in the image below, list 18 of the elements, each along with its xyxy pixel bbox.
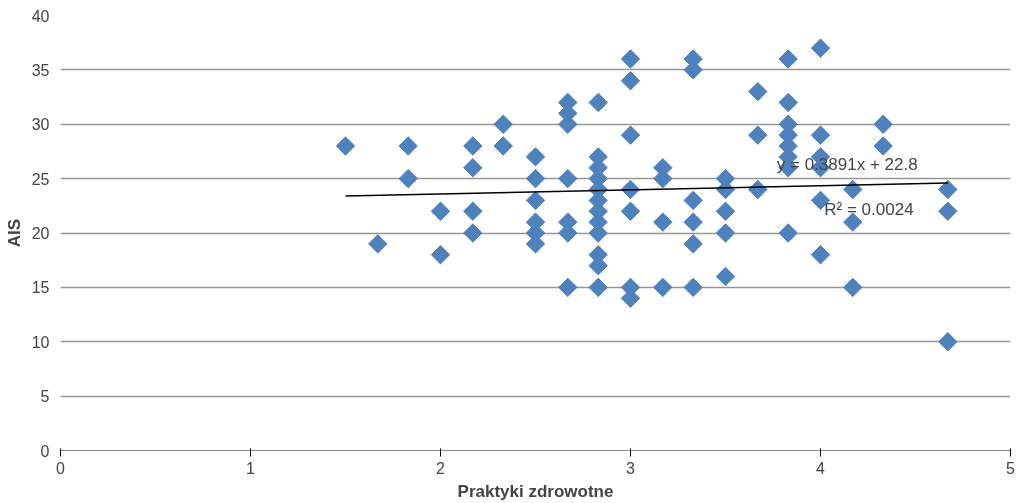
- annotation: R² = 0.0024: [824, 200, 914, 220]
- y-axis-title: AIS: [4, 218, 24, 248]
- y-tick-label: 35: [31, 61, 50, 79]
- x-tick-label: 0: [56, 459, 66, 477]
- x-axis-title: Praktyki zdrowotne: [457, 481, 614, 501]
- x-tick-label: 4: [816, 459, 826, 477]
- x-tick-label: 5: [1006, 459, 1016, 477]
- y-tick-label: 5: [40, 388, 50, 406]
- y-tick-label: 15: [31, 279, 50, 297]
- y-tick-label: 20: [31, 225, 50, 242]
- x-tick-label: 2: [436, 459, 446, 477]
- y-tick-label: 10: [31, 333, 50, 351]
- y-tick-label: 40: [31, 7, 50, 25]
- y-tick-label: 25: [31, 170, 50, 188]
- y-tick-label: 0: [40, 442, 50, 460]
- x-tick-label: 3: [626, 459, 636, 477]
- y-tick-label: 30: [31, 116, 50, 134]
- x-tick-label: 1: [246, 459, 256, 477]
